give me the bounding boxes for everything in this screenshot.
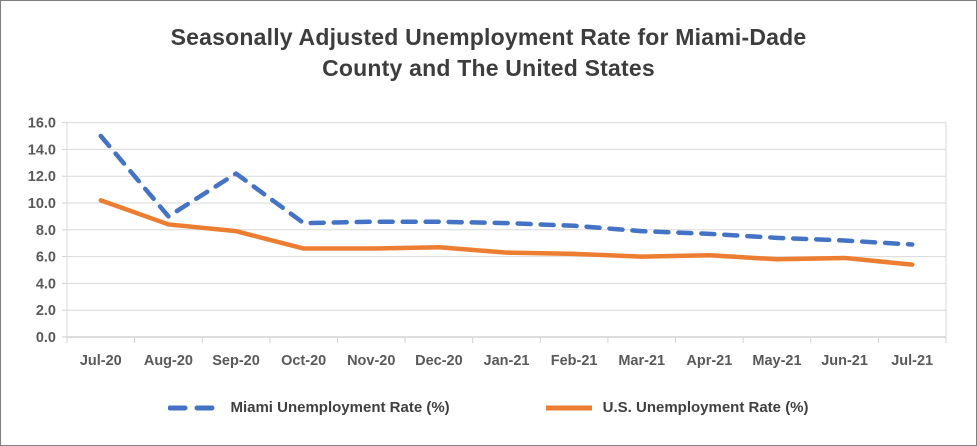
x-tick-label: Jul-20	[80, 353, 122, 369]
x-tick-label: May-21	[752, 353, 801, 369]
x-tick-label: Jul-21	[891, 353, 933, 369]
y-tick-label: 2.0	[36, 303, 56, 319]
chart-legend: Miami Unemployment Rate (%) U.S. Unemplo…	[0, 399, 977, 416]
y-tick-label: 10.0	[28, 196, 56, 212]
y-tick-label: 8.0	[36, 223, 56, 239]
chart-title: Seasonally Adjusted Unemployment Rate fo…	[0, 22, 977, 84]
y-tick-label: 0.0	[36, 330, 56, 346]
x-tick-label: Jun-21	[821, 353, 868, 369]
x-tick-label: Feb-21	[551, 353, 598, 369]
x-tick-label: Dec-20	[415, 353, 463, 369]
legend-label-miami: Miami Unemployment Rate (%)	[230, 399, 450, 416]
x-tick-label: Jan-21	[484, 353, 530, 369]
x-tick-label: Sep-20	[212, 353, 260, 369]
chart-title-line-1: Seasonally Adjusted Unemployment Rate fo…	[170, 24, 807, 50]
chart-title-line-2: County and The United States	[322, 55, 655, 81]
us-series-line	[98, 198, 915, 267]
y-tick-label: 16.0	[28, 116, 56, 132]
legend-label-us: U.S. Unemployment Rate (%)	[602, 399, 809, 416]
y-tick-label: 6.0	[36, 250, 56, 266]
legend-item-miami: Miami Unemployment Rate (%)	[168, 399, 450, 416]
y-tick-label: 4.0	[36, 276, 56, 292]
y-tick-label: 14.0	[28, 142, 56, 158]
x-tick-label: Aug-20	[144, 353, 193, 369]
x-tick-label: Oct-20	[281, 353, 326, 369]
miami-dashed-line-swatch-icon	[168, 405, 221, 410]
x-tick-label: Nov-20	[347, 353, 395, 369]
us-solid-line-swatch-icon	[545, 405, 592, 410]
x-tick-label: Apr-21	[686, 353, 732, 369]
y-tick-label: 12.0	[28, 169, 56, 185]
x-tick-label: Mar-21	[618, 353, 665, 369]
miami-series-line	[98, 133, 915, 247]
legend-item-us: U.S. Unemployment Rate (%)	[545, 399, 809, 416]
